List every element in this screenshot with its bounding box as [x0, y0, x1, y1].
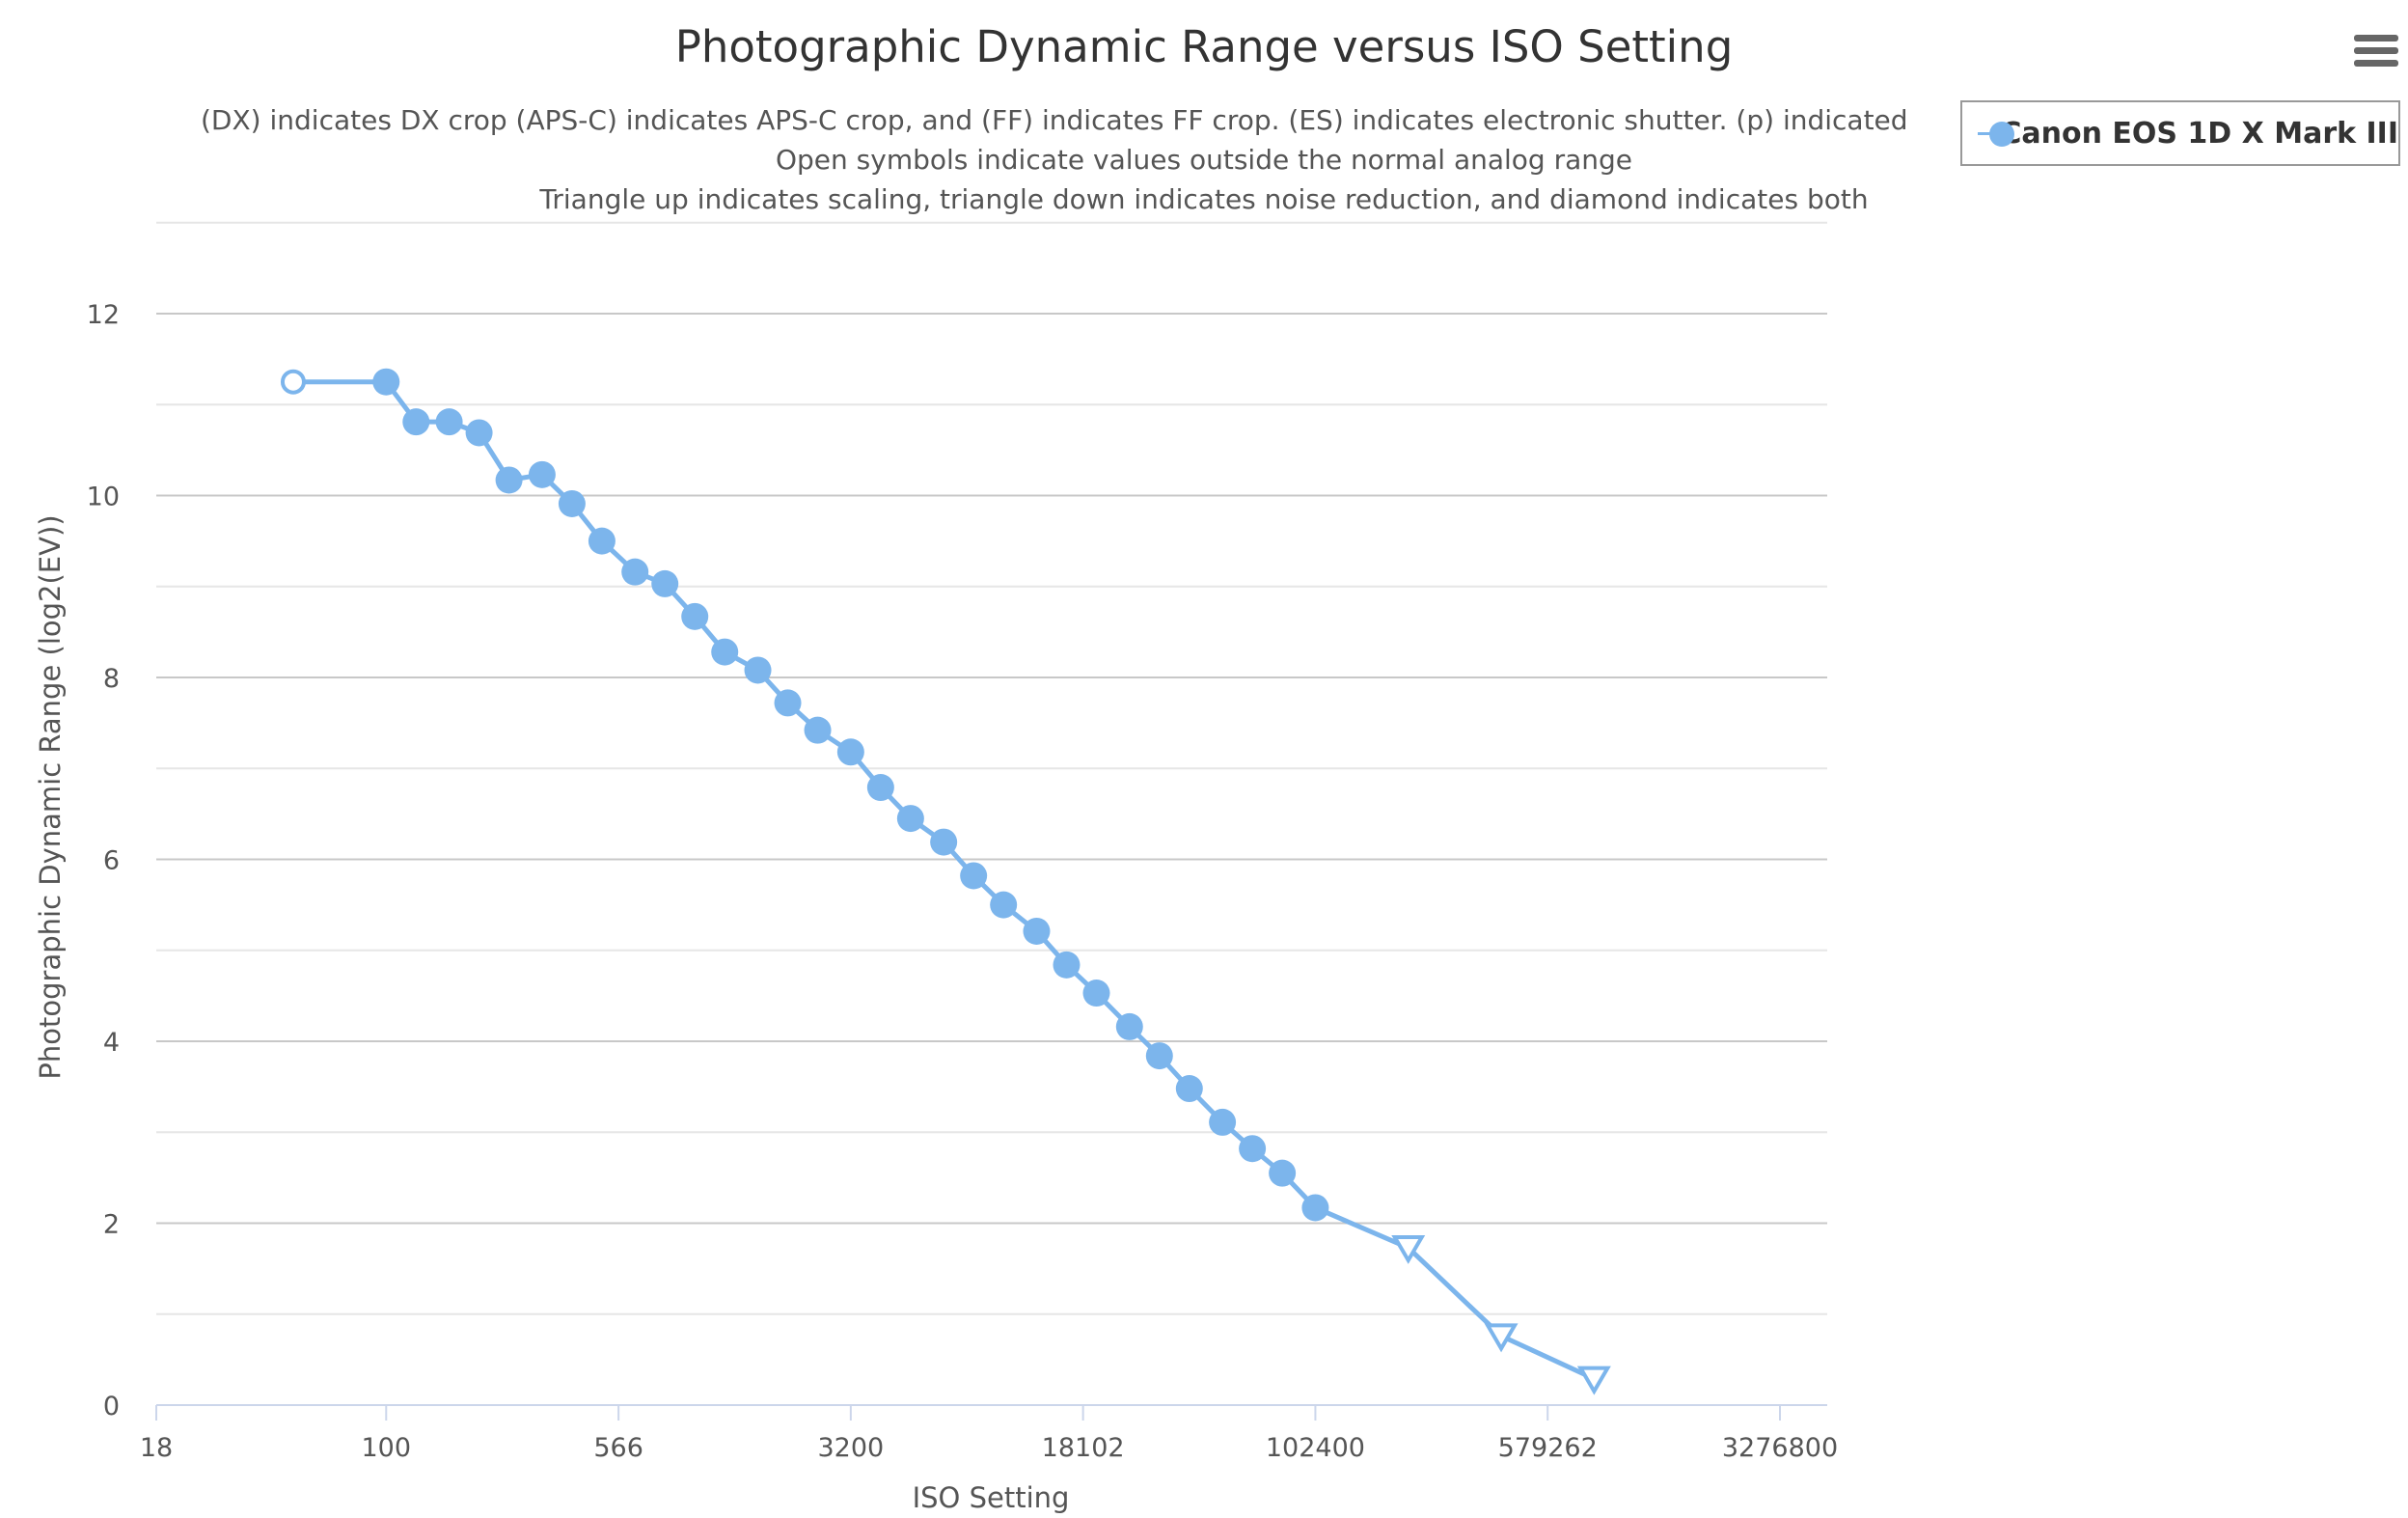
data-point	[651, 569, 679, 597]
data-point	[896, 805, 924, 833]
data-point	[1239, 1135, 1267, 1163]
data-point	[960, 862, 988, 890]
data-point	[990, 891, 1018, 919]
data-point	[465, 419, 493, 447]
data-point	[804, 716, 832, 744]
y-axis-title: Photographic Dynamic Range (log2(EV))	[34, 514, 67, 1079]
y-tick-label: 12	[87, 300, 120, 330]
data-point	[681, 602, 709, 630]
data-point	[1082, 980, 1110, 1007]
data-point	[372, 368, 400, 396]
x-tick-label: 3276800	[1722, 1433, 1838, 1463]
data-point	[866, 774, 894, 802]
chart-subtitle-1: (DX) indicates DX crop (APS-C) indicates…	[201, 104, 1908, 136]
y-tick-label: 2	[103, 1210, 120, 1240]
data-point	[1023, 917, 1051, 945]
data-point	[774, 689, 802, 717]
data-point-open	[280, 369, 306, 395]
legend-marker-icon	[1978, 122, 2015, 147]
data-point	[1115, 1012, 1143, 1040]
data-point	[435, 408, 463, 436]
y-tick-label: 6	[103, 846, 120, 876]
x-axis-title: ISO Setting	[913, 1481, 1070, 1514]
data-point	[1269, 1159, 1297, 1187]
data-point	[1175, 1075, 1203, 1103]
data-point	[528, 460, 556, 488]
hamburger-icon[interactable]	[2354, 35, 2398, 73]
x-tick-label: 3200	[817, 1433, 884, 1463]
legend-label: Canon EOS 1D X Mark III	[2000, 116, 2398, 151]
chart-title: Photographic Dynamic Range versus ISO Se…	[674, 21, 1734, 72]
data-point	[744, 656, 772, 684]
data-point	[402, 408, 430, 436]
y-tick-label: 10	[87, 483, 120, 512]
data-point	[1145, 1042, 1173, 1070]
chart-subtitle-2: Open symbols indicate values outside the…	[775, 144, 1633, 176]
data-point	[1209, 1108, 1237, 1136]
chart-subtitle-3: Triangle up indicates scaling, triangle …	[539, 183, 1869, 215]
data-point	[1053, 951, 1081, 979]
data-point-triangle-down	[1484, 1323, 1519, 1353]
data-point	[930, 828, 958, 856]
y-tick-label: 8	[103, 664, 120, 694]
data-point	[558, 489, 586, 517]
y-tick-label: 4	[103, 1028, 120, 1058]
x-tick-label: 18102	[1042, 1433, 1125, 1463]
x-tick-label: 100	[362, 1433, 412, 1463]
data-point-triangle-down	[1391, 1234, 1426, 1264]
series-line	[292, 379, 1596, 1381]
y-tick-label: 0	[103, 1392, 120, 1421]
data-point	[836, 738, 864, 766]
x-tick-label: 566	[593, 1433, 643, 1463]
data-point-triangle-down	[1576, 1366, 1611, 1395]
data-point	[621, 558, 649, 586]
x-tick-label: 579262	[1498, 1433, 1598, 1463]
data-point	[588, 527, 616, 555]
data-point	[495, 466, 523, 494]
legend-item[interactable]: Canon EOS 1D X Mark III	[1960, 100, 2400, 166]
data-point	[1301, 1194, 1329, 1222]
x-tick-label: 18	[140, 1433, 173, 1463]
data-point	[711, 638, 739, 666]
x-tick-label: 102400	[1266, 1433, 1365, 1463]
